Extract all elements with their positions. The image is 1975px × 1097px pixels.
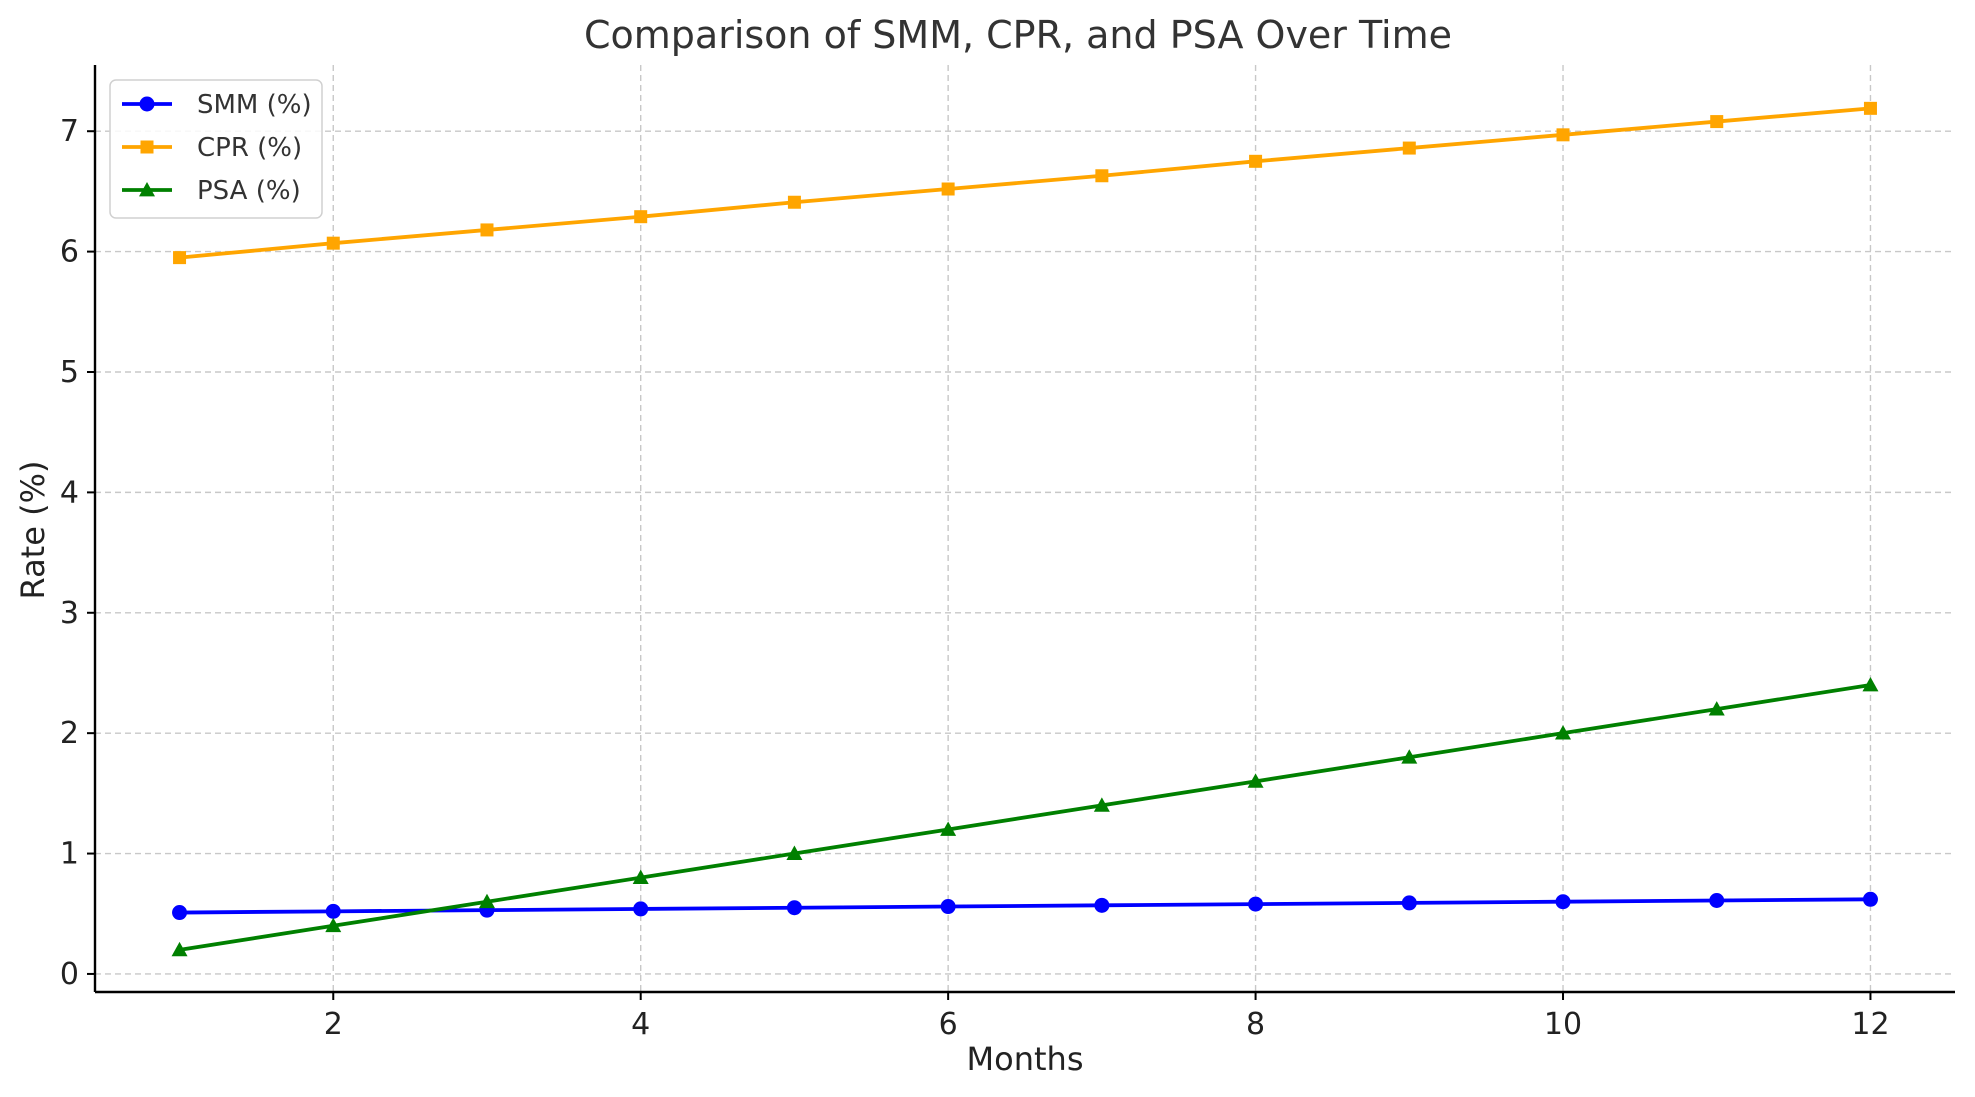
x-tick-label: 8	[1246, 1007, 1265, 1042]
legend-label: CPR (%)	[197, 133, 302, 163]
data-point	[1862, 891, 1878, 907]
y-tick-label: 5	[60, 355, 79, 390]
x-tick-label: 6	[939, 1007, 958, 1042]
y-tick-label: 7	[60, 114, 79, 149]
data-point	[1249, 154, 1263, 168]
data-point	[940, 899, 956, 915]
data-point	[1555, 894, 1571, 910]
data-point	[634, 210, 648, 224]
data-point	[1401, 749, 1418, 764]
data-point	[633, 901, 649, 917]
legend: SMM (%) CPR (%) PSA (%)	[109, 79, 323, 219]
series-group	[171, 101, 1879, 957]
series-line	[177, 897, 1873, 915]
data-point	[1401, 895, 1417, 911]
y-tick-label: 3	[60, 596, 79, 631]
data-point	[786, 845, 803, 860]
series-circle	[172, 891, 1878, 921]
data-point	[480, 223, 494, 237]
grid	[95, 65, 1955, 992]
data-point	[1863, 101, 1877, 115]
data-point	[325, 917, 342, 933]
data-point	[1093, 797, 1110, 812]
data-point	[1710, 115, 1724, 129]
data-point	[941, 182, 955, 196]
data-point	[1402, 141, 1416, 155]
legend-marker-icon	[139, 182, 155, 197]
data-point	[1095, 169, 1109, 183]
data-point	[632, 869, 649, 885]
data-point	[172, 905, 188, 921]
x-axis-title: Months	[967, 1040, 1084, 1078]
legend-item: SMM (%)	[122, 90, 312, 120]
data-point	[325, 903, 341, 919]
data-point	[1247, 773, 1264, 788]
legend-marker-icon	[139, 96, 155, 112]
x-tick-label: 4	[631, 1007, 650, 1042]
series-triangle	[171, 677, 1879, 957]
axes	[93, 65, 1955, 994]
data-point	[1709, 893, 1725, 909]
legend-item: PSA (%)	[122, 176, 301, 206]
y-tick-label: 0	[60, 957, 79, 992]
y-tick-label: 6	[60, 235, 79, 270]
data-point	[173, 251, 187, 265]
data-point	[326, 236, 340, 250]
data-point	[1862, 677, 1879, 692]
data-point	[1248, 896, 1264, 912]
x-tick-label: 2	[324, 1007, 343, 1042]
series-line	[177, 683, 1873, 952]
x-tick-label: 12	[1851, 1007, 1889, 1042]
series-line	[177, 106, 1873, 260]
legend-item: CPR (%)	[122, 133, 302, 163]
x-tick-label: 10	[1544, 1007, 1582, 1042]
y-axis-title: Rate (%)	[14, 461, 52, 600]
legend-label: PSA (%)	[197, 176, 301, 206]
y-tick-label: 1	[60, 837, 79, 872]
y-tick-label: 2	[60, 716, 79, 751]
y-tick-label: 4	[60, 475, 79, 510]
data-point	[940, 821, 957, 836]
data-point	[1555, 725, 1572, 740]
data-point	[1708, 701, 1725, 716]
data-point	[1556, 128, 1570, 142]
legend-label: SMM (%)	[197, 90, 312, 120]
data-point	[787, 195, 801, 209]
data-point	[1094, 897, 1110, 913]
legend-box	[109, 79, 323, 219]
data-point	[786, 900, 802, 916]
legend-marker-icon	[140, 140, 154, 154]
series-square	[173, 101, 1877, 265]
data-point	[171, 941, 188, 957]
chart-title: Comparison of SMM, CPR, and PSA Over Tim…	[584, 13, 1452, 57]
data-point	[478, 893, 495, 909]
